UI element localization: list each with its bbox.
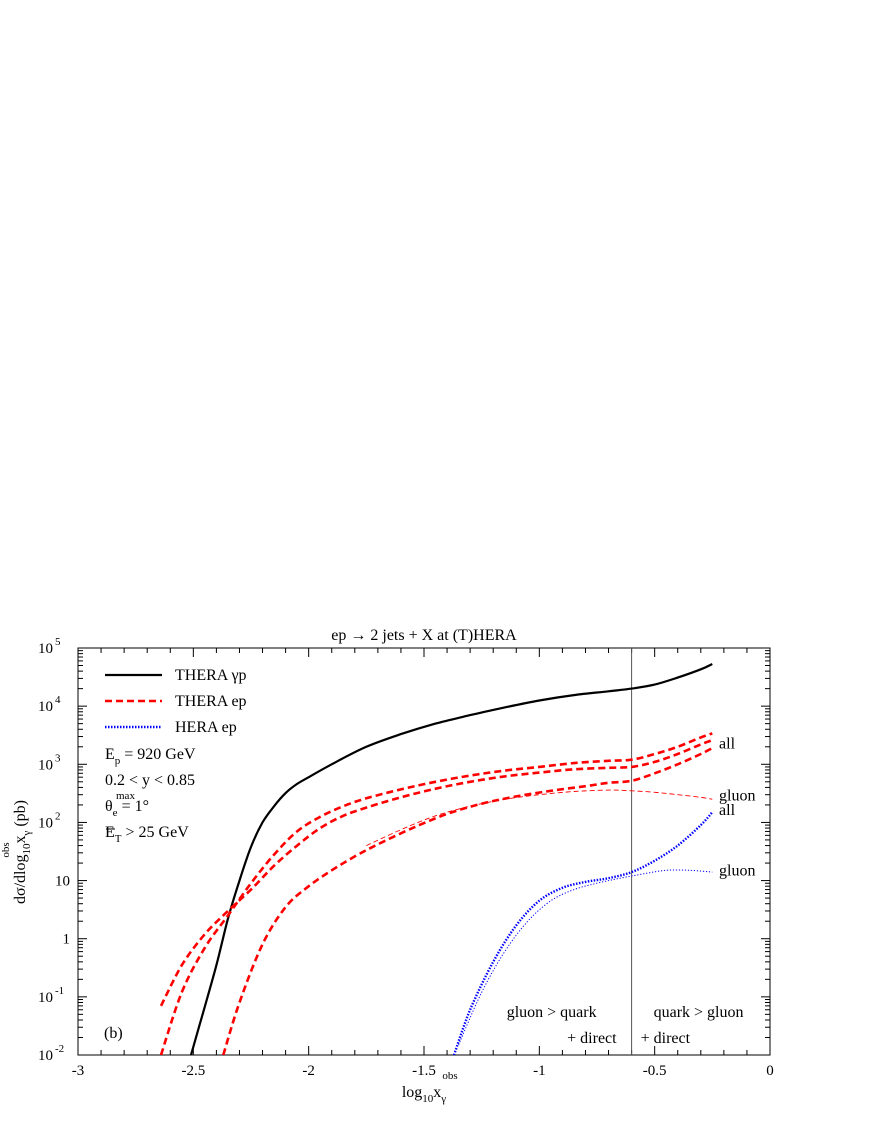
cut-text: Ep = 920 GeV (105, 746, 196, 767)
y-label-superscript: obs (0, 842, 12, 857)
y-axis-label-group: dσ/dlog10xγ (pb)obs (0, 800, 33, 904)
region-label-line1: gluon > quark (507, 1004, 597, 1021)
cut-subscript: p (115, 755, 121, 767)
curve-label: gluon (719, 862, 755, 879)
x-tick-label: -2.5 (181, 1063, 205, 1079)
series-thera-ep-upper (159, 732, 713, 1055)
y-label-sub: 10 (21, 843, 33, 855)
x-tick-label: -2 (302, 1063, 315, 1079)
cut-rest: > 25 GeV (122, 824, 190, 841)
chart-title: ep → 2 jets + X at (T)HERA (331, 627, 517, 644)
x-label-sub: 10 (422, 1093, 434, 1105)
y-label-pre: dσ/dlog (12, 855, 29, 905)
y-tick-exponent: -2 (55, 1043, 64, 1055)
cut-rest: = 1° (118, 798, 149, 815)
y-tick-exponent: 2 (55, 810, 61, 822)
y-label-post: (pb) (12, 800, 29, 831)
legend-label: THERA ep (175, 693, 247, 710)
x-tick-label: -3 (72, 1063, 85, 1079)
cut-subscript: T (115, 833, 122, 845)
y-tick-label: 10 2 (38, 810, 61, 831)
series-hera-ep-all (452, 811, 714, 1055)
cut-superscript: max (116, 790, 135, 802)
cut-text: ET > 25 GeV (105, 824, 189, 845)
region-label-line2: + direct (641, 1030, 691, 1047)
legend-label: THERA γp (175, 667, 247, 684)
region-label-line2: + direct (567, 1030, 617, 1047)
y-tick-label: 10 4 (38, 694, 61, 715)
y-axis-label: dσ/dlog10xγ (pb) (12, 800, 33, 904)
x-axis-label: log10xγ (402, 1084, 446, 1105)
series-thera-p (189, 663, 713, 1055)
x-tick-label: -0.5 (643, 1063, 667, 1079)
x-label-x: x (433, 1084, 441, 1101)
legend-label: HERA ep (175, 719, 237, 736)
y-tick-label: 10 5 (38, 636, 61, 657)
panel-label: (b) (104, 1025, 123, 1042)
y-label-x: x (12, 836, 29, 844)
curve-label: all (719, 735, 736, 752)
x-tick-label: 0 (766, 1063, 774, 1079)
y-tick-exponent: -1 (55, 985, 64, 997)
series-hera-ep-gluon (458, 869, 713, 1045)
x-tick-label: -1 (533, 1063, 546, 1079)
cut-text: 0.2 < y < 0.85 (105, 772, 195, 789)
y-tick-base: 1 (63, 932, 71, 948)
y-tick-label: 10 -2 (38, 1043, 64, 1064)
series-thera-ep-gluon (366, 789, 713, 847)
x-tick-label: -1.5 (412, 1063, 436, 1079)
cut-main: E (105, 824, 115, 841)
cut-main: θ (105, 798, 113, 815)
cut-main: E (105, 746, 115, 763)
y-tick-base: 10 (55, 874, 70, 890)
curve-label: gluon (719, 788, 755, 805)
cut-rest: = 920 GeV (120, 746, 196, 763)
x-label-superscript: obs (442, 1070, 457, 1082)
y-tick-base: 10 (38, 699, 53, 715)
y-tick-label: 10 (55, 874, 70, 890)
y-tick-exponent: 5 (55, 636, 61, 648)
cut-main: 0.2 < y < 0.85 (105, 772, 195, 789)
y-tick-base: 10 (38, 1048, 53, 1064)
y-tick-base: 10 (38, 757, 53, 773)
series-thera-ep-lower (222, 746, 713, 1055)
curve-label: all (719, 802, 736, 819)
y-tick-exponent: 3 (55, 752, 61, 764)
series-thera-ep-middle (159, 738, 713, 1007)
cut-subscript: e (113, 807, 118, 819)
y-tick-exponent: 4 (55, 694, 61, 706)
region-label-line1: quark > gluon (654, 1004, 744, 1021)
x-label-gamma: γ (440, 1093, 446, 1105)
y-tick-base: 10 (38, 641, 53, 657)
y-tick-label: 10 -1 (38, 985, 64, 1006)
x-label-base: log (402, 1084, 422, 1101)
y-tick-base: 10 (38, 990, 53, 1006)
y-label-gamma: γ (21, 831, 33, 837)
y-tick-label: 10 3 (38, 752, 61, 773)
cut-text: θe = 1° (105, 798, 149, 819)
y-tick-base: 10 (38, 815, 53, 831)
y-tick-label: 1 (63, 932, 71, 948)
